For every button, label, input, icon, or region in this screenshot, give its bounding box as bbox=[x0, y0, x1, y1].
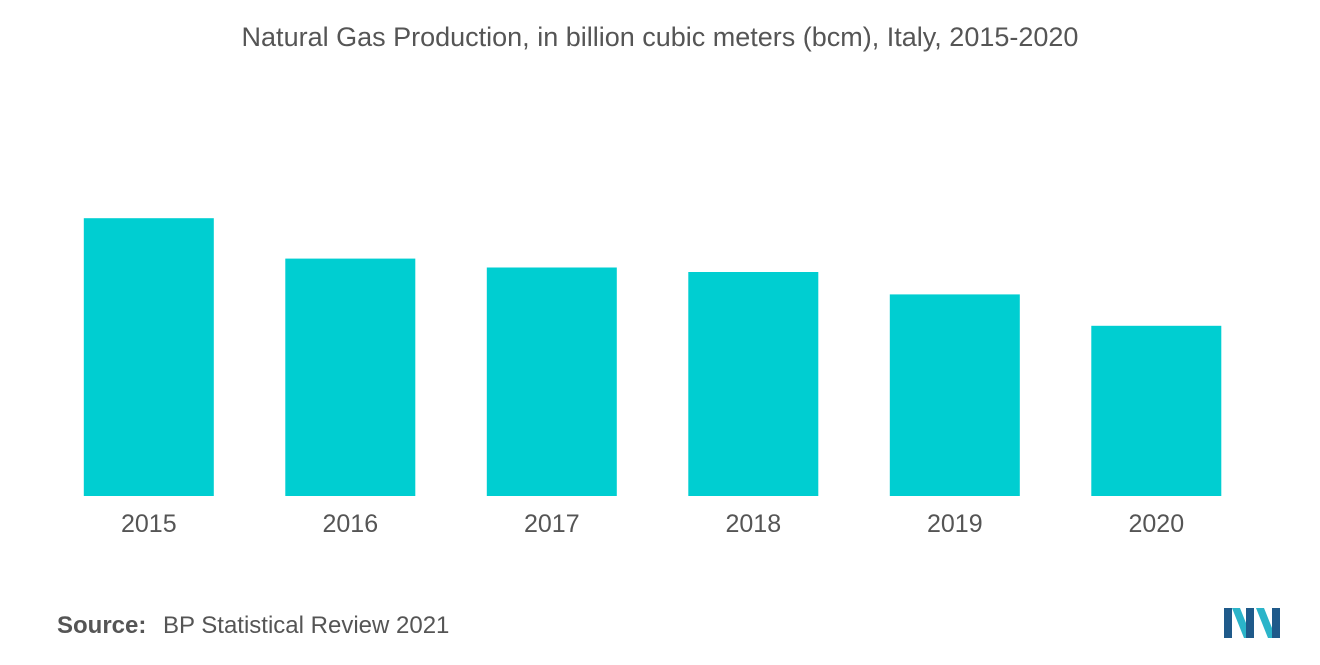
source-line: Source: BP Statistical Review 2021 bbox=[57, 612, 449, 640]
bar-2017 bbox=[486, 267, 617, 496]
mordor-intelligence-logo-icon bbox=[1224, 608, 1280, 638]
x-tick-label-2020: 2020 bbox=[1128, 510, 1184, 538]
x-tick-labels: 2015 2016 2017 2018 2019 2020 bbox=[121, 510, 1184, 538]
bar-2020 bbox=[1091, 325, 1222, 496]
x-tick-label-2015: 2015 bbox=[121, 510, 177, 538]
bar-2018 bbox=[688, 272, 819, 496]
x-tick-label-2017: 2017 bbox=[524, 510, 580, 538]
bars-group bbox=[83, 218, 1222, 496]
chart-title: Natural Gas Production, in billion cubic… bbox=[241, 22, 1079, 52]
bar-2015 bbox=[83, 218, 214, 496]
bar-2019 bbox=[889, 294, 1020, 496]
bar-2016 bbox=[285, 258, 416, 496]
x-tick-label-2019: 2019 bbox=[927, 510, 983, 538]
x-tick-label-2016: 2016 bbox=[322, 510, 378, 538]
source-label: Source: bbox=[57, 612, 147, 639]
x-tick-label-2018: 2018 bbox=[725, 510, 781, 538]
source-text: BP Statistical Review 2021 bbox=[163, 612, 450, 639]
